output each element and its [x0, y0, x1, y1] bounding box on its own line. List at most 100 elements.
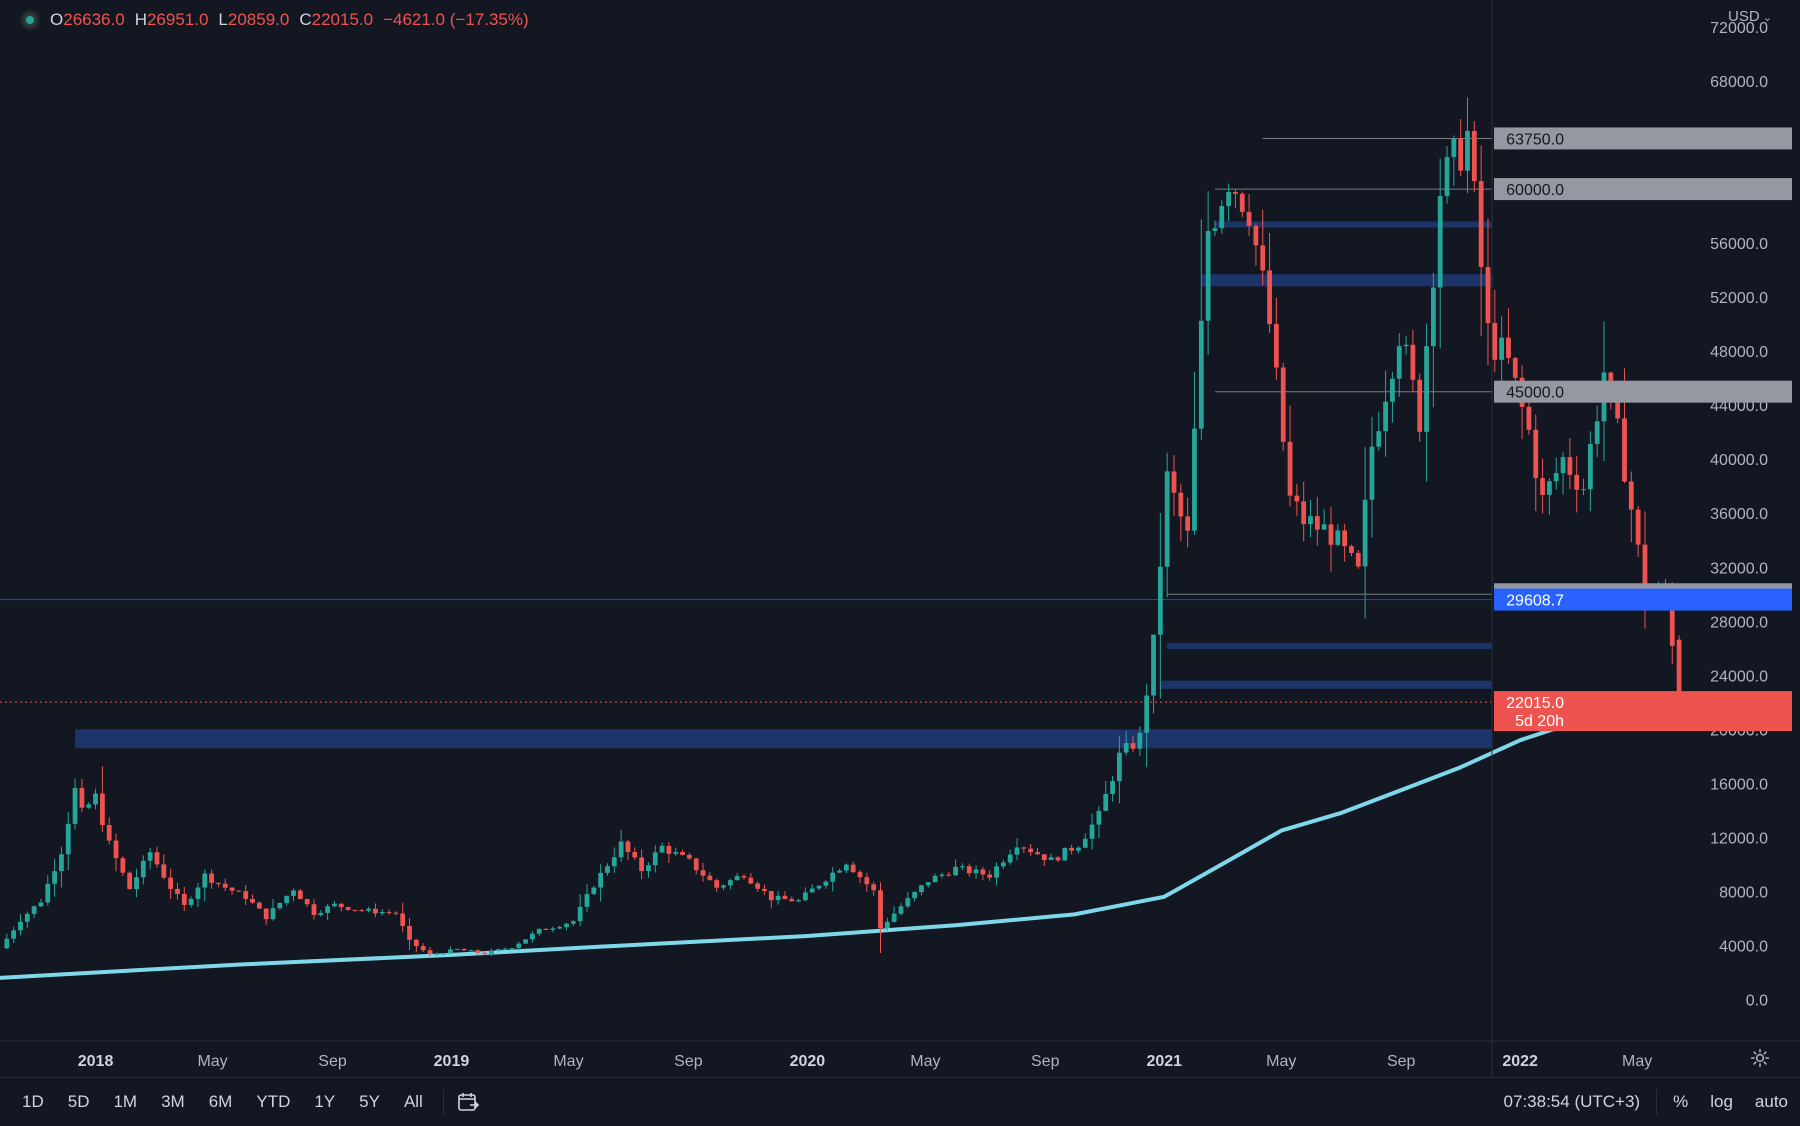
candle-up: [530, 933, 535, 940]
range-5d-button[interactable]: 5D: [67, 1092, 90, 1111]
candle-up: [24, 913, 30, 922]
range-all-button[interactable]: All: [403, 1092, 423, 1111]
candle-up: [925, 882, 931, 886]
candle-up: [939, 874, 945, 876]
currency-selector[interactable]: USD ⌄: [1728, 8, 1772, 25]
candle-down: [209, 873, 214, 883]
candle-down: [762, 888, 767, 892]
calendar-goto-icon[interactable]: [456, 1090, 480, 1114]
range-1m-button[interactable]: 1M: [113, 1092, 138, 1111]
candle-up: [1137, 732, 1143, 749]
range-1y-button[interactable]: 1Y: [314, 1092, 336, 1111]
auto-scale-toggle[interactable]: auto: [1754, 1092, 1788, 1111]
candle-up: [1396, 346, 1402, 379]
candle-up: [11, 930, 17, 939]
candle-up: [434, 953, 440, 955]
candle-up: [1465, 130, 1470, 171]
candle-down: [1301, 501, 1307, 525]
bar-countdown-label: 5d 20h: [1515, 713, 1564, 730]
percent-scale-toggle[interactable]: %: [1673, 1092, 1689, 1111]
ohlc-legend: O26636.0 H26951.0 L20859.0 C22015.0 −462…: [20, 10, 529, 30]
candle-up: [1117, 752, 1122, 782]
candle-up: [366, 908, 371, 911]
range-ytd-button[interactable]: YTD: [256, 1092, 291, 1111]
candle-down: [297, 890, 303, 900]
level-label-box: [1494, 178, 1792, 201]
support-zone: [1160, 680, 1492, 689]
candle-down: [700, 870, 706, 876]
candle-down: [1267, 270, 1272, 325]
candle-up: [147, 852, 153, 861]
candle-up: [912, 892, 918, 899]
candle-down: [1512, 357, 1518, 378]
candle-up: [891, 913, 897, 922]
gear-icon[interactable]: [1750, 1048, 1770, 1068]
candle-down: [154, 852, 160, 865]
time-tick-label: 2020: [790, 1053, 826, 1070]
candle-up: [1376, 431, 1382, 447]
candle-down: [1342, 530, 1348, 547]
candle-up: [277, 902, 283, 909]
candle-up: [1369, 446, 1375, 500]
candle-up: [379, 911, 385, 914]
candle-up: [1424, 346, 1429, 432]
range-1d-button[interactable]: 1D: [22, 1092, 44, 1111]
candle-up: [523, 939, 528, 944]
candle-down: [625, 841, 631, 852]
candle-down: [1615, 387, 1621, 419]
candle-up: [809, 888, 815, 893]
range-3m-button[interactable]: 3M: [161, 1092, 185, 1111]
candle-up: [1212, 228, 1218, 232]
support-zone: [75, 729, 1492, 749]
candle-up: [1547, 481, 1552, 495]
candle-up: [1390, 378, 1395, 402]
candle-up: [454, 948, 460, 950]
candle-down: [113, 840, 119, 859]
candle-up: [1205, 231, 1211, 321]
candle-down: [1328, 524, 1334, 545]
candle-down: [1246, 211, 1252, 226]
candle-down: [1669, 594, 1675, 646]
candle-down: [878, 890, 883, 929]
candle-down: [1287, 441, 1293, 496]
candle-up: [564, 923, 569, 928]
candle-down: [1355, 552, 1361, 567]
candle-up: [1151, 634, 1156, 696]
candle-up: [830, 872, 836, 882]
candle-down: [789, 899, 795, 902]
time-tick-label: 2018: [78, 1053, 114, 1070]
candle-down: [482, 952, 488, 955]
candle-up: [1198, 320, 1204, 429]
candle-down: [1478, 181, 1484, 267]
range-6m-button[interactable]: 6M: [208, 1092, 233, 1111]
candle-down: [120, 858, 126, 873]
candle-up: [502, 948, 508, 950]
range-5y-button[interactable]: 5Y: [359, 1092, 380, 1111]
candle-down: [127, 872, 133, 890]
log-scale-toggle[interactable]: log: [1710, 1092, 1733, 1111]
candle-down: [1178, 492, 1184, 517]
candle-down: [1055, 857, 1061, 861]
candle-down: [741, 876, 747, 878]
candle-up: [1192, 428, 1197, 531]
price-chart[interactable]: 0.04000.08000.012000.016000.020000.02400…: [0, 0, 1800, 1077]
candle-up: [495, 949, 501, 951]
time-axis: 2018 May Sep 2019 May Sep 2020 May Sep 2021 May Sep…: [0, 1040, 1800, 1070]
candle-up: [570, 921, 576, 924]
candle-up: [448, 949, 453, 954]
candle-up: [646, 865, 651, 872]
candle-down: [1458, 138, 1464, 171]
candle-down: [304, 899, 310, 905]
candle-down: [543, 928, 549, 930]
candle-down: [243, 891, 249, 899]
clock-display[interactable]: 07:38:54 (UTC+3): [1503, 1092, 1641, 1111]
candle-up: [1082, 838, 1088, 848]
candle-up: [1226, 192, 1231, 207]
candle-up: [652, 852, 658, 866]
price-line-label-box: [1494, 588, 1792, 611]
level-label: 60000.0: [1506, 182, 1564, 199]
ohlc-close: C22015.0: [299, 10, 374, 29]
support-zone: [1201, 274, 1492, 287]
candle-down: [666, 845, 672, 854]
candle-up: [1335, 530, 1341, 545]
